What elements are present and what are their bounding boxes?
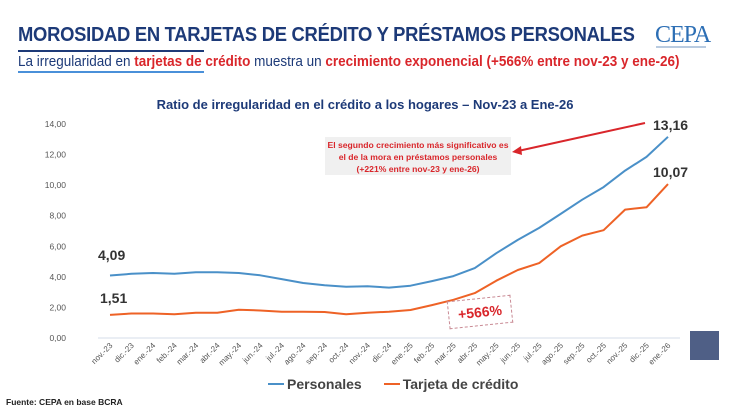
data-label: 13,16	[653, 117, 688, 133]
legend-item-personales: Personales	[268, 376, 362, 392]
y-tick-label: 6,00	[49, 241, 66, 251]
x-tick-label: nov.-25	[605, 341, 630, 366]
x-tick-label: ene.-25	[389, 341, 415, 367]
data-label: 1,51	[100, 290, 127, 306]
x-tick-label: oct.-25	[584, 341, 608, 365]
y-tick-label: 8,00	[49, 211, 66, 221]
y-tick-label: 14,00	[45, 119, 67, 129]
x-tick-label: may.-24	[217, 341, 244, 368]
x-tick-label: jun.-25	[498, 341, 523, 366]
x-tick-label: may.-25	[474, 341, 501, 368]
page-subtitle: La irregularidad en tarjetas de crédito …	[18, 54, 679, 70]
logo-decoration	[656, 46, 706, 48]
legend-label: Tarjeta de crédito	[402, 376, 519, 392]
subtitle-text: La irregularidad en	[18, 54, 135, 70]
x-tick-label: ene.-26	[647, 341, 673, 367]
cepa-logo: CEPA	[655, 22, 711, 48]
series-line-tarjeta	[109, 183, 669, 316]
legend-label: Personales	[287, 376, 362, 392]
x-tick-label: ene.-24	[132, 341, 158, 367]
legend-swatch	[383, 383, 400, 385]
x-tick-label: sep.-24	[304, 341, 330, 367]
x-tick-label: nov.-23	[90, 341, 115, 366]
subtitle-text: muestra un	[250, 54, 326, 70]
legend: Personales Tarjeta de crédito	[268, 376, 518, 392]
y-tick-label: 2,00	[49, 302, 66, 312]
annotation-box: El segundo crecimiento más significativo…	[325, 137, 511, 175]
arrow-head-icon	[512, 146, 522, 155]
y-tick-label: 12,00	[45, 150, 67, 160]
data-label: 4,09	[98, 247, 125, 263]
x-tick-label: mar.-24	[175, 341, 201, 367]
y-tick-label: 4,00	[49, 272, 66, 282]
x-tick-label: nov.-24	[347, 341, 372, 366]
data-label: 10,07	[653, 164, 688, 180]
x-tick-label: oct.-24	[327, 341, 351, 365]
x-tick-label: sep.-25	[561, 341, 587, 367]
series-line-personales	[109, 136, 669, 289]
source-note: Fuente: CEPA en base BCRA	[6, 397, 123, 407]
diputados-logo	[690, 331, 719, 360]
x-tick-label: ago.-25	[540, 341, 566, 367]
legend-item-tarjeta: Tarjeta de crédito	[383, 376, 519, 392]
subtitle-underline	[18, 71, 204, 73]
legend-swatch	[268, 383, 284, 385]
page-title: MOROSIDAD EN TARJETAS DE CRÉDITO Y PRÉST…	[18, 24, 635, 46]
chart-title: Ratio de irregularidad en el crédito a l…	[156, 97, 574, 112]
y-tick-label: 10,00	[45, 180, 67, 190]
x-tick-label: ago.-24	[282, 341, 308, 367]
subtitle-highlight: crecimiento exponencial (+566% entre nov…	[325, 54, 680, 70]
x-tick-label: jun.-24	[240, 341, 265, 366]
x-tick-label: mar.-25	[432, 341, 458, 367]
subtitle-highlight: tarjetas de crédito	[134, 54, 251, 70]
title-underline	[18, 50, 204, 52]
annotation-arrow	[517, 122, 646, 152]
y-tick-label: 0,00	[49, 333, 66, 343]
